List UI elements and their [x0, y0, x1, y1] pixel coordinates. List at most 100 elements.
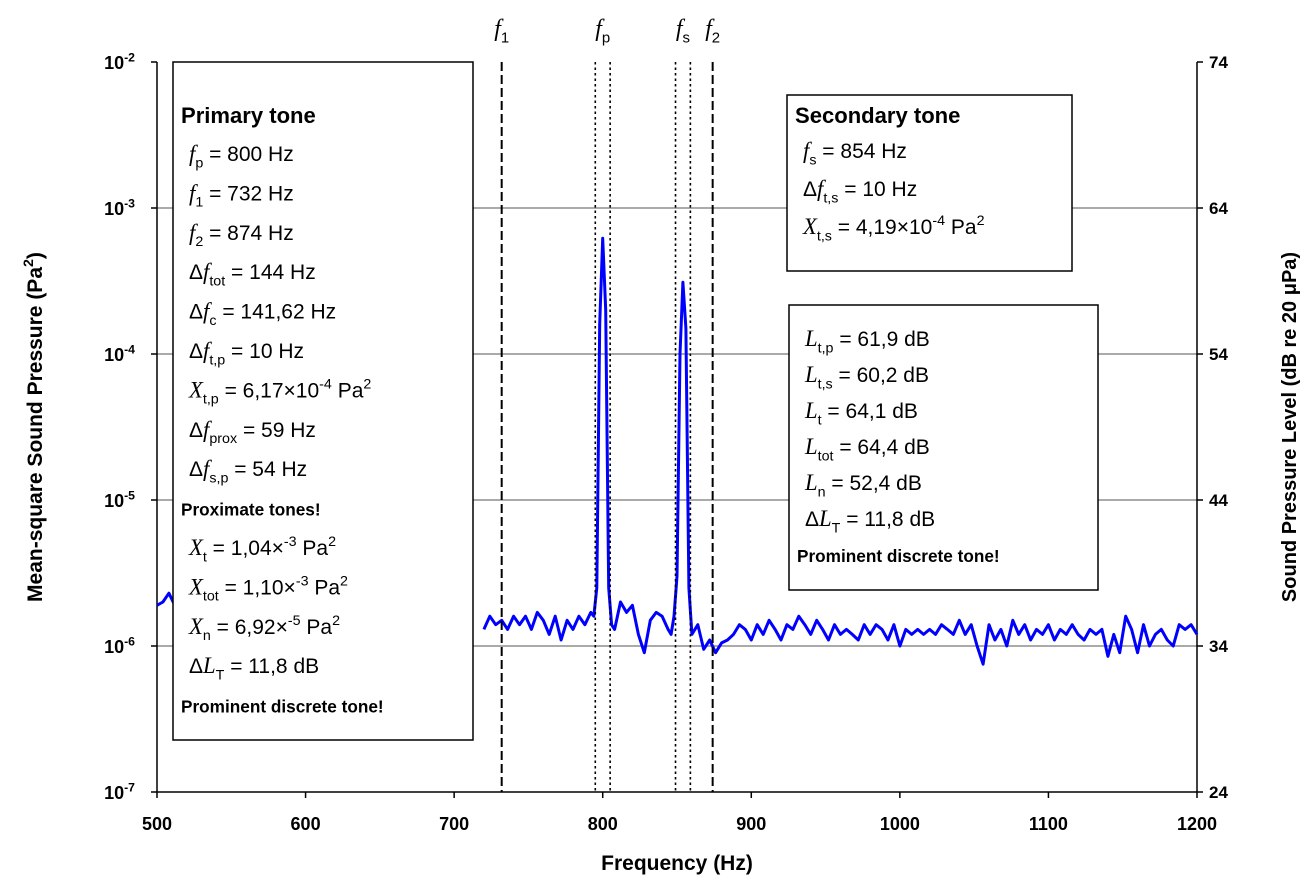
text-segment: L [202, 653, 216, 678]
text-segment: = 732 Hz [203, 182, 293, 205]
text-segment: 2 [363, 377, 371, 393]
text-segment: f [203, 299, 212, 324]
text-segment: f [203, 456, 212, 481]
text-segment: Δ [189, 419, 203, 442]
text-segment: Δ [189, 340, 203, 363]
text-segment: L [804, 398, 818, 423]
text-segment: 10 [104, 345, 124, 365]
text-segment: = 11,8 dB [224, 655, 319, 678]
annotation-line: f1 = 732 Hz [189, 180, 294, 210]
text-segment: = 54 Hz [228, 458, 307, 481]
annotation-line: Δft,p = 10 Hz [189, 338, 304, 368]
text-segment: Δ [189, 458, 203, 481]
y2-tick-label: 34 [1209, 637, 1228, 656]
text-segment: = 6,17×10 [219, 379, 319, 402]
text-segment: -3 [296, 574, 309, 590]
text-segment: = 61,9 dB [833, 328, 929, 351]
annotation-line: Ln = 52,4 dB [804, 470, 922, 500]
text-segment: s,p [209, 471, 228, 487]
text-segment: T [832, 520, 841, 536]
text-segment: X [188, 377, 204, 402]
text-segment: = 800 Hz [203, 143, 293, 166]
text-segment: -4 [932, 213, 945, 229]
text-segment: f [705, 16, 715, 42]
text-segment: X [802, 214, 818, 239]
marker-label: fp [595, 16, 610, 47]
text-segment: f [203, 259, 212, 284]
marker-label: f2 [705, 16, 720, 47]
annotation-line: Proximate tones! [181, 500, 321, 520]
text-segment: t,p [203, 392, 219, 408]
y-tick-label: 10-2 [104, 50, 135, 73]
text-segment: Pa [297, 537, 329, 560]
text-segment: -4 [124, 342, 135, 356]
text-segment: 2 [21, 259, 37, 267]
text-segment: f [494, 16, 504, 42]
text-segment: f [189, 220, 198, 245]
text-segment: = 64,1 dB [822, 400, 918, 423]
annotation-line: Xt = 1,04×-3 Pa2 [188, 534, 336, 565]
text-segment: f [203, 338, 212, 363]
annotation-line: Lt = 64,1 dB [804, 398, 918, 428]
text-segment: tot [203, 589, 219, 605]
y-tick-label: 10-7 [104, 780, 135, 803]
text-segment: f [817, 176, 826, 201]
text-segment: X [188, 574, 204, 599]
text-segment: -5 [124, 488, 135, 502]
annotation-box [172, 61, 474, 741]
annotation-line: Prominent discrete tone! [797, 546, 1000, 566]
text-segment: t [818, 412, 822, 428]
annotation-line: Δfc = 141,62 Hz [189, 299, 336, 329]
text-segment: 10 [104, 637, 124, 657]
text-segment: Prominent discrete tone! [181, 697, 384, 717]
text-segment: Pa [332, 379, 364, 402]
y2-tick-label: 64 [1209, 199, 1228, 218]
text-segment: 2 [712, 30, 720, 47]
y-tick-label: 10-6 [104, 634, 135, 657]
annotation-line: Lt,p = 61,9 dB [804, 326, 930, 356]
text-segment: -2 [124, 50, 135, 64]
series-line [156, 236, 1199, 666]
text-segment: Δ [805, 508, 819, 531]
y-tick-label: 10-4 [104, 342, 135, 365]
text-segment: c [209, 313, 216, 329]
text-segment: 10 [104, 53, 124, 73]
x-tick-label: 600 [291, 814, 321, 834]
text-segment: s [683, 30, 690, 47]
annotation-line: Δfs,p = 54 Hz [189, 456, 307, 486]
text-segment: n [203, 628, 211, 644]
x-tick-label: 1100 [1029, 814, 1068, 834]
text-segment: 2 [977, 213, 985, 229]
text-segment: t,s [817, 228, 832, 244]
annotation-line: Lt,s = 60,2 dB [804, 362, 929, 392]
y-tick-label: 10-5 [104, 488, 135, 511]
text-segment: t,p [209, 352, 225, 368]
text-segment: 10 [104, 783, 124, 803]
text-segment: Prominent discrete tone! [797, 546, 1000, 566]
y2-tick-label: 24 [1209, 783, 1228, 802]
annotation-line: Ltot = 64,4 dB [804, 434, 930, 464]
y2-tick-label: 44 [1209, 491, 1228, 510]
text-segment: 1 [501, 30, 509, 47]
text-segment: f [189, 141, 198, 166]
text-segment: 2 [328, 534, 336, 550]
text-segment: Secondary tone [795, 103, 960, 128]
x-tick-label: 900 [736, 814, 766, 834]
y-tick-label: 10-3 [104, 196, 135, 219]
text-segment: s [809, 152, 816, 168]
text-segment: = 64,4 dB [833, 436, 929, 459]
text-segment: = 10 Hz [838, 178, 917, 201]
text-segment: = 1,04× [207, 537, 284, 560]
text-segment: t,p [818, 340, 834, 356]
text-segment: Mean-square Sound Pressure (Pa [24, 267, 47, 602]
annotation-line: Δft,s = 10 Hz [803, 176, 917, 206]
y-axis-title: Mean-square Sound Pressure (Pa2) [21, 252, 47, 602]
text-segment: Pa [309, 576, 341, 599]
annotation-line: Prominent discrete tone! [181, 697, 384, 717]
marker-label: fs [676, 16, 690, 47]
text-segment: Δ [189, 261, 203, 284]
text-segment: = 6,92× [211, 616, 288, 639]
text-segment: = 59 Hz [237, 419, 316, 442]
text-segment: = 1,10× [219, 576, 296, 599]
